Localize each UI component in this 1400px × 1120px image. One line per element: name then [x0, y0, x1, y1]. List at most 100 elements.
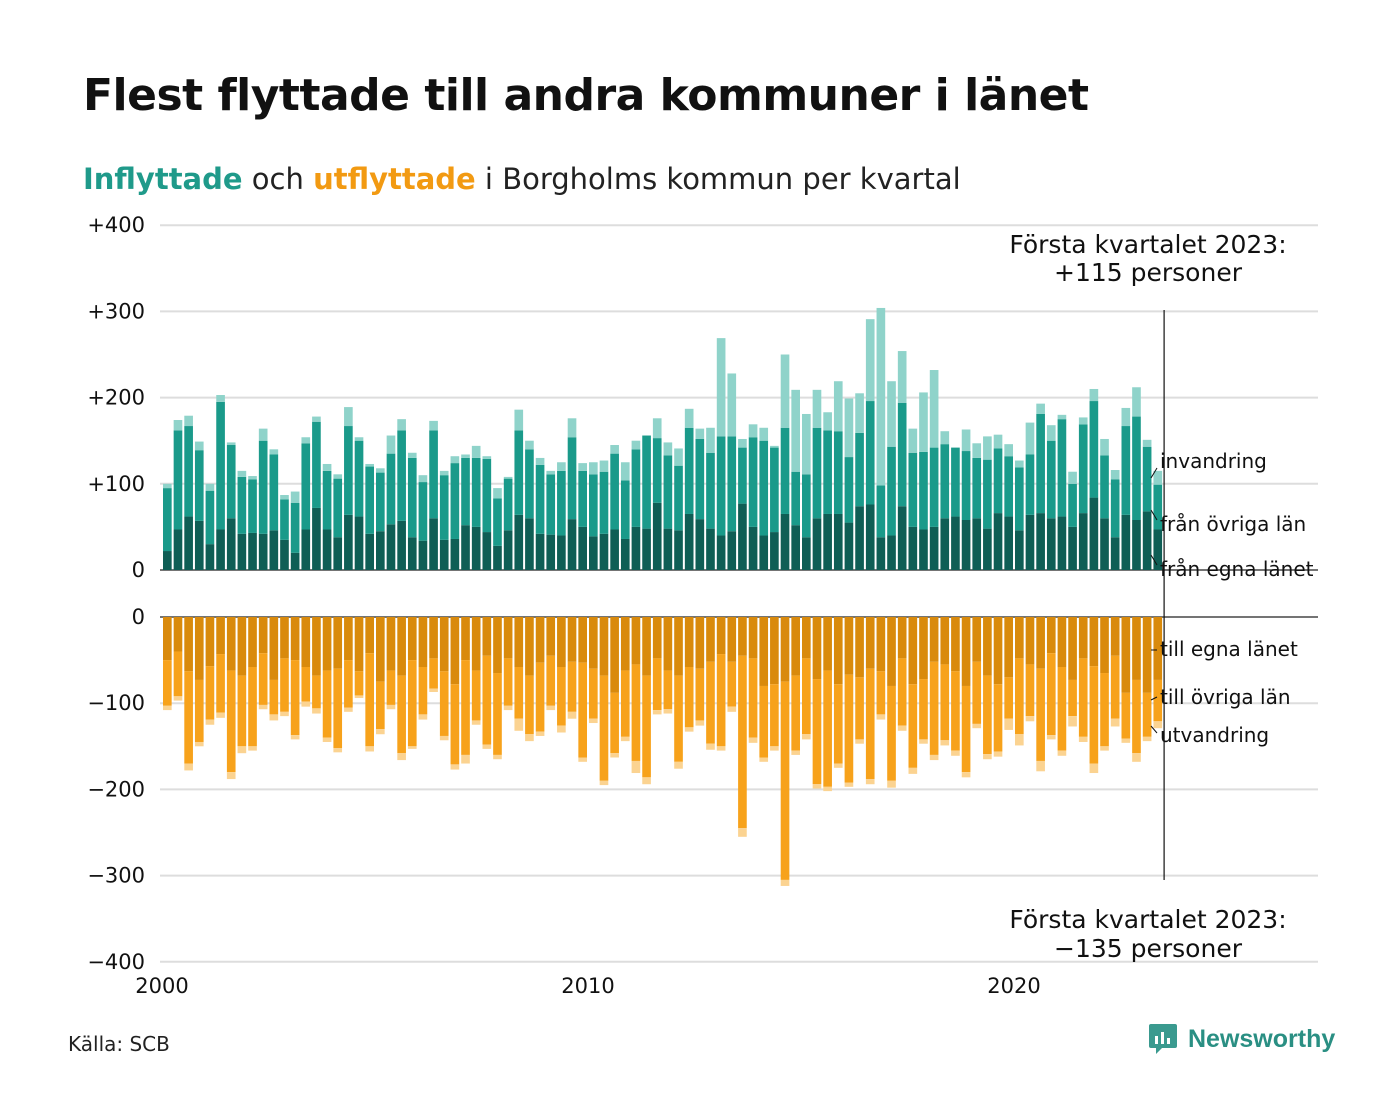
bar-out-utvandring	[802, 734, 811, 740]
bar-in-ovriga	[248, 479, 257, 533]
bar-out-egna	[961, 617, 971, 686]
bar-out-egna	[344, 617, 353, 661]
bar-out-egna	[290, 617, 300, 661]
bar-out-egna	[173, 617, 183, 652]
bar-out-ovriga	[365, 653, 374, 747]
bar-out-egna	[780, 617, 790, 682]
bar-in-egna	[354, 516, 364, 570]
bar-in-egna	[173, 529, 183, 570]
bar-in-invandring	[802, 413, 811, 475]
bar-in-ovriga	[823, 430, 832, 514]
bar-in-invandring	[1132, 387, 1141, 417]
bar-in-egna	[503, 530, 513, 570]
bar-out-utvandring	[493, 754, 502, 760]
bar-out-ovriga	[429, 658, 438, 689]
bar-out-utvandring	[631, 760, 641, 774]
bar-out-egna	[557, 617, 566, 667]
bar-in-egna	[514, 514, 524, 570]
bar-in-invandring	[993, 434, 1003, 449]
bar-out-utvandring	[759, 757, 769, 762]
bar-in-invandring	[1036, 403, 1045, 414]
bar-in-invandring	[1110, 470, 1120, 480]
bar-in-ovriga	[258, 440, 268, 534]
series-label-invandring: invandring	[1160, 449, 1267, 473]
y-tick-label-bottom: −300	[87, 864, 145, 888]
bar-in-ovriga	[354, 440, 364, 517]
bar-in-egna	[961, 520, 971, 570]
bar-in-invandring	[493, 488, 502, 499]
bar-out-ovriga	[855, 677, 864, 740]
bar-out-ovriga	[280, 658, 289, 712]
bar-in-invandring	[301, 437, 311, 444]
bar-out-utvandring	[194, 741, 204, 747]
bar-in-egna	[1057, 516, 1067, 570]
bar-in-egna	[652, 502, 662, 570]
bar-in-egna	[887, 535, 896, 570]
bar-in-invandring	[929, 370, 939, 448]
bar-out-utvandring	[823, 786, 832, 792]
bar-out-egna	[940, 617, 950, 665]
bar-in-invandring	[812, 389, 822, 428]
bar-in-ovriga	[1100, 455, 1109, 519]
bar-out-egna	[610, 617, 619, 693]
bar-in-ovriga	[1057, 419, 1067, 517]
bar-in-invandring	[865, 319, 875, 402]
bar-out-ovriga	[929, 661, 939, 755]
bar-in-egna	[493, 545, 502, 570]
bar-out-egna	[652, 617, 662, 659]
bar-out-egna	[322, 617, 332, 671]
bar-in-egna	[205, 544, 215, 570]
bar-in-invandring	[280, 495, 289, 500]
bar-out-egna	[887, 617, 896, 686]
bar-in-ovriga	[418, 482, 428, 541]
bar-out-utvandring	[610, 753, 619, 758]
bar-in-ovriga	[876, 485, 886, 538]
bar-out-utvandring	[620, 736, 630, 742]
bar-out-egna	[589, 617, 598, 669]
bar-out-utvandring	[205, 719, 215, 725]
bar-out-utvandring	[695, 720, 705, 726]
bar-out-egna	[333, 617, 343, 669]
bar-in-egna	[397, 520, 406, 570]
bar-in-invandring	[599, 460, 609, 472]
bar-out-egna	[1025, 617, 1035, 665]
bar-out-egna	[919, 617, 928, 680]
bar-in-invandring	[344, 407, 353, 427]
bar-out-ovriga	[322, 670, 332, 738]
bar-out-utvandring	[269, 714, 279, 721]
bar-out-egna	[823, 617, 832, 671]
bar-in-invandring	[418, 475, 428, 483]
bar-out-ovriga	[1110, 655, 1120, 719]
bar-in-egna	[823, 513, 832, 570]
bar-out-utvandring	[578, 757, 587, 762]
bar-in-ovriga	[589, 474, 598, 537]
bar-in-ovriga	[599, 471, 609, 534]
bar-out-ovriga	[216, 654, 225, 713]
bar-in-invandring	[908, 428, 918, 453]
bar-out-ovriga	[1078, 658, 1088, 737]
bar-out-egna	[929, 617, 939, 662]
bar-out-egna	[855, 617, 864, 678]
bar-out-utvandring	[163, 705, 172, 711]
bar-in-invandring	[173, 420, 183, 431]
bar-out-utvandring	[1036, 760, 1045, 772]
bar-out-utvandring	[1121, 738, 1131, 743]
bar-in-ovriga	[557, 470, 566, 536]
bar-in-egna	[908, 526, 918, 570]
bar-in-egna	[1068, 526, 1077, 570]
series-label-fran-egna-lanet-leader	[1150, 554, 1158, 566]
bar-out-egna	[1121, 617, 1131, 693]
bar-out-ovriga	[652, 658, 662, 711]
bar-in-invandring	[716, 338, 726, 437]
bar-out-utvandring	[1142, 736, 1152, 742]
bar-out-utvandring	[727, 706, 737, 712]
bar-in-ovriga	[887, 446, 896, 536]
bar-out-ovriga	[269, 679, 279, 715]
bar-out-egna	[1036, 617, 1045, 669]
bar-out-utvandring	[290, 735, 300, 740]
bar-in-egna	[1089, 497, 1099, 570]
bar-in-ovriga	[1132, 416, 1141, 521]
bar-out-utvandring	[780, 879, 790, 886]
chart-subtitle: Inflyttade och utflyttade i Borgholms ko…	[83, 162, 961, 196]
bar-out-ovriga	[748, 658, 758, 738]
